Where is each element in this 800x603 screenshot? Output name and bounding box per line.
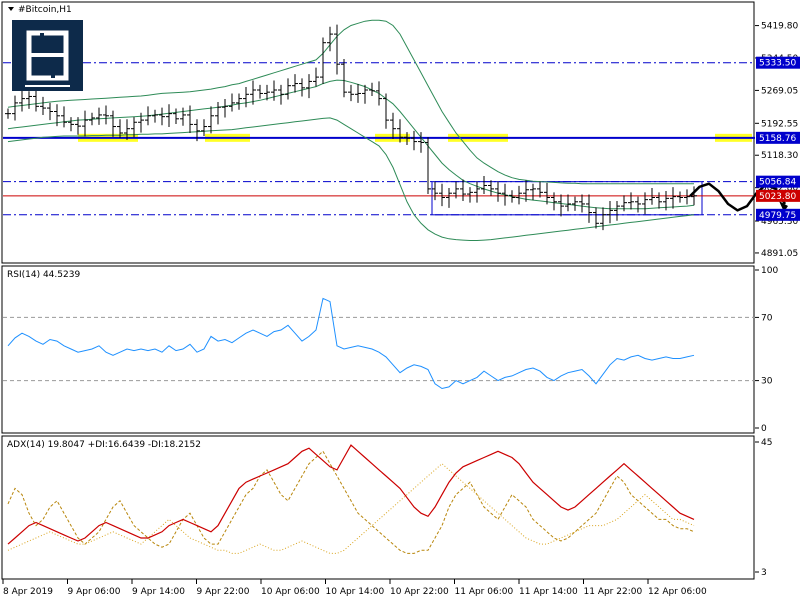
time-axis-label: 8 Apr 2019	[3, 587, 53, 597]
rsi-panel-frame	[1, 265, 755, 434]
time-axis-label: 12 Apr 06:00	[648, 587, 707, 597]
price-axis-label: 5118.30	[761, 151, 798, 161]
symbol-title-text: #Bitcoin,H1	[18, 5, 72, 15]
rsi-axis-label: 0	[761, 424, 767, 434]
adx-axis-label: 3	[761, 568, 767, 578]
rsi-layer	[3, 297, 755, 390]
level-price-tag-label: 4979.75	[759, 211, 796, 221]
level-price-tag-label: 5158.76	[759, 134, 796, 144]
adx-axis-label: 45	[761, 438, 772, 448]
time-axis-label: 10 Apr 06:00	[261, 587, 320, 597]
time-axis-label: 11 Apr 22:00	[584, 587, 643, 597]
time-axis-label: 11 Apr 06:00	[455, 587, 514, 597]
price-panel-frame	[1, 1, 755, 264]
time-axis-label: 10 Apr 14:00	[326, 587, 385, 597]
level-price-tag	[756, 189, 800, 202]
level-price-tag	[756, 131, 800, 144]
dropdown-triangle-icon[interactable]	[8, 7, 14, 11]
bollinger-middle-line	[7, 79, 695, 210]
price-axis-label: 5269.05	[761, 86, 798, 96]
rsi-line	[7, 297, 695, 390]
level-price-tag-label: 5056.84	[759, 178, 796, 188]
time-axis-label: 9 Apr 06:00	[68, 587, 121, 597]
price-layer	[3, 19, 788, 241]
adx-panel-frame	[1, 435, 755, 580]
range-box	[431, 181, 703, 216]
level-price-tag-label: 5023.80	[759, 192, 796, 202]
level-price-tag-label: 5333.50	[759, 59, 796, 69]
rsi-axis-label: 70	[761, 313, 773, 323]
minus-di-line	[7, 463, 695, 554]
time-axis-label: 9 Apr 22:00	[197, 587, 250, 597]
time-axis-label: 9 Apr 14:00	[132, 587, 185, 597]
price-axis-label: 5042.80	[761, 184, 798, 194]
price-axis-label: 4891.05	[761, 249, 798, 259]
adx-layer	[7, 444, 695, 554]
symbol-title: #Bitcoin,H1	[8, 5, 72, 15]
rsi-axis-label: 100	[761, 266, 778, 276]
time-axis-label: 10 Apr 22:00	[390, 587, 449, 597]
price-axis-label: 5192.55	[761, 119, 798, 129]
price-axis-label: 5419.80	[761, 22, 798, 32]
price-axis-label: 4965.30	[761, 217, 798, 227]
rsi-axis-label: 30	[761, 377, 773, 387]
level-price-tag	[756, 56, 800, 69]
adx-title: ADX(14) 19.8047 +DI:16.6439 -DI:18.2152	[7, 440, 201, 450]
level-price-tag	[756, 175, 800, 188]
adx-line	[7, 444, 695, 545]
broker-logo-icon	[12, 20, 83, 91]
rsi-title: RSI(14) 44.5239	[7, 270, 80, 280]
axis-layer: 5419.805344.505269.055192.555118.305042.…	[2, 22, 800, 597]
bollinger-lower-line	[7, 117, 695, 241]
plus-di-line	[7, 450, 695, 554]
time-axis-label: 11 Apr 14:00	[519, 587, 578, 597]
level-price-tag	[756, 208, 800, 221]
bollinger-upper-line	[7, 19, 694, 185]
